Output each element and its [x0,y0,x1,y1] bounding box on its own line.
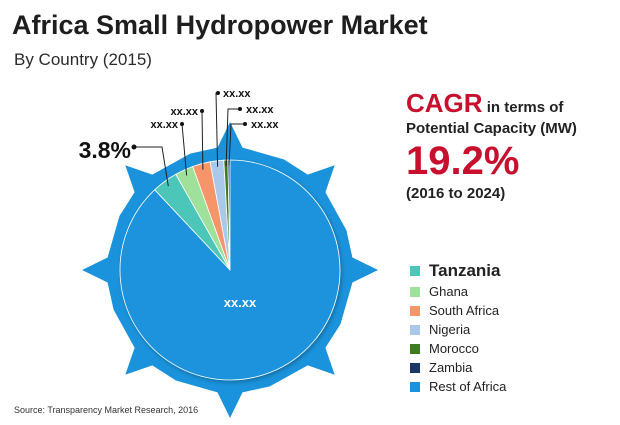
legend-item-tanzania: Tanzania [410,260,506,282]
legend-label-zambia: Zambia [429,360,473,375]
legend-item-south-africa: South Africa [410,301,506,320]
chart-legend: Tanzania Ghana South Africa Nigeria Morocco Z… [410,260,506,396]
leader-line-tanzania [134,146,169,187]
legend-label-morocco: Morocco [429,341,479,356]
data-label-zambia: xx.xx [251,119,279,131]
cagr-terms: in terms of [482,99,564,116]
legend-item-morocco: Morocco [410,339,506,358]
leader-dot-morocco [238,107,242,111]
data-label-tanzania: 3.8% [79,137,131,163]
legend-item-rest-of-africa: Rest of Africa [410,377,506,396]
cagr-value: 19.2% [406,139,520,183]
legend-swatch-nigeria [410,324,420,335]
legend-swatch-morocco [410,343,420,354]
cagr-word: CAGR [406,88,483,118]
leader-line-zambia [228,123,245,167]
legend-swatch-tanzania [410,266,420,276]
data-label-morocco: xx.xx [246,104,274,116]
legend-label-tanzania: Tanzania [429,261,501,280]
leader-dot-tanzania [131,144,137,150]
leader-dot-ghana [180,122,184,126]
leader-dot-zambia [243,122,247,126]
legend-label-ghana: Ghana [429,284,469,299]
data-label-south-africa: xx.xx [170,106,198,118]
leader-dot-nigeria [216,91,220,95]
legend-swatch-rest-of-africa [410,381,420,392]
cagr-period: (2016 to 2024) [406,185,506,202]
data-label-rest-of-africa: xx.xx [224,295,257,310]
cagr-heading: CAGR in terms of [406,88,577,119]
legend-label-south-africa: South Africa [429,303,500,318]
legend-swatch-south-africa [410,305,420,316]
leader-dot-south-africa [200,109,204,113]
cagr-panel: CAGR in terms of Potential Capacity (MW)… [406,88,577,202]
data-label-nigeria: xx.xx [223,88,251,100]
pie-slice-rest-of-africa [119,159,341,381]
legend-item-ghana: Ghana [410,282,506,301]
leader-line-south-africa [201,110,204,170]
leader-line-ghana [181,123,188,176]
cagr-metric: Potential Capacity (MW) [406,120,577,137]
legend-item-nigeria: Nigeria [410,320,506,339]
data-label-ghana: xx.xx [150,119,178,131]
legend-item-zambia: Zambia [410,358,506,377]
legend-label-nigeria: Nigeria [429,322,471,337]
legend-label-rest-of-africa: Rest of Africa [429,379,507,394]
legend-swatch-ghana [410,286,420,297]
chart-title: Africa Small Hydropower Market [12,10,428,40]
legend-swatch-zambia [410,362,420,373]
chart-subtitle: By Country (2015) [14,50,152,69]
leader-line-morocco [225,108,240,167]
source-note: Source: Transparency Market Research, 20… [14,405,199,415]
